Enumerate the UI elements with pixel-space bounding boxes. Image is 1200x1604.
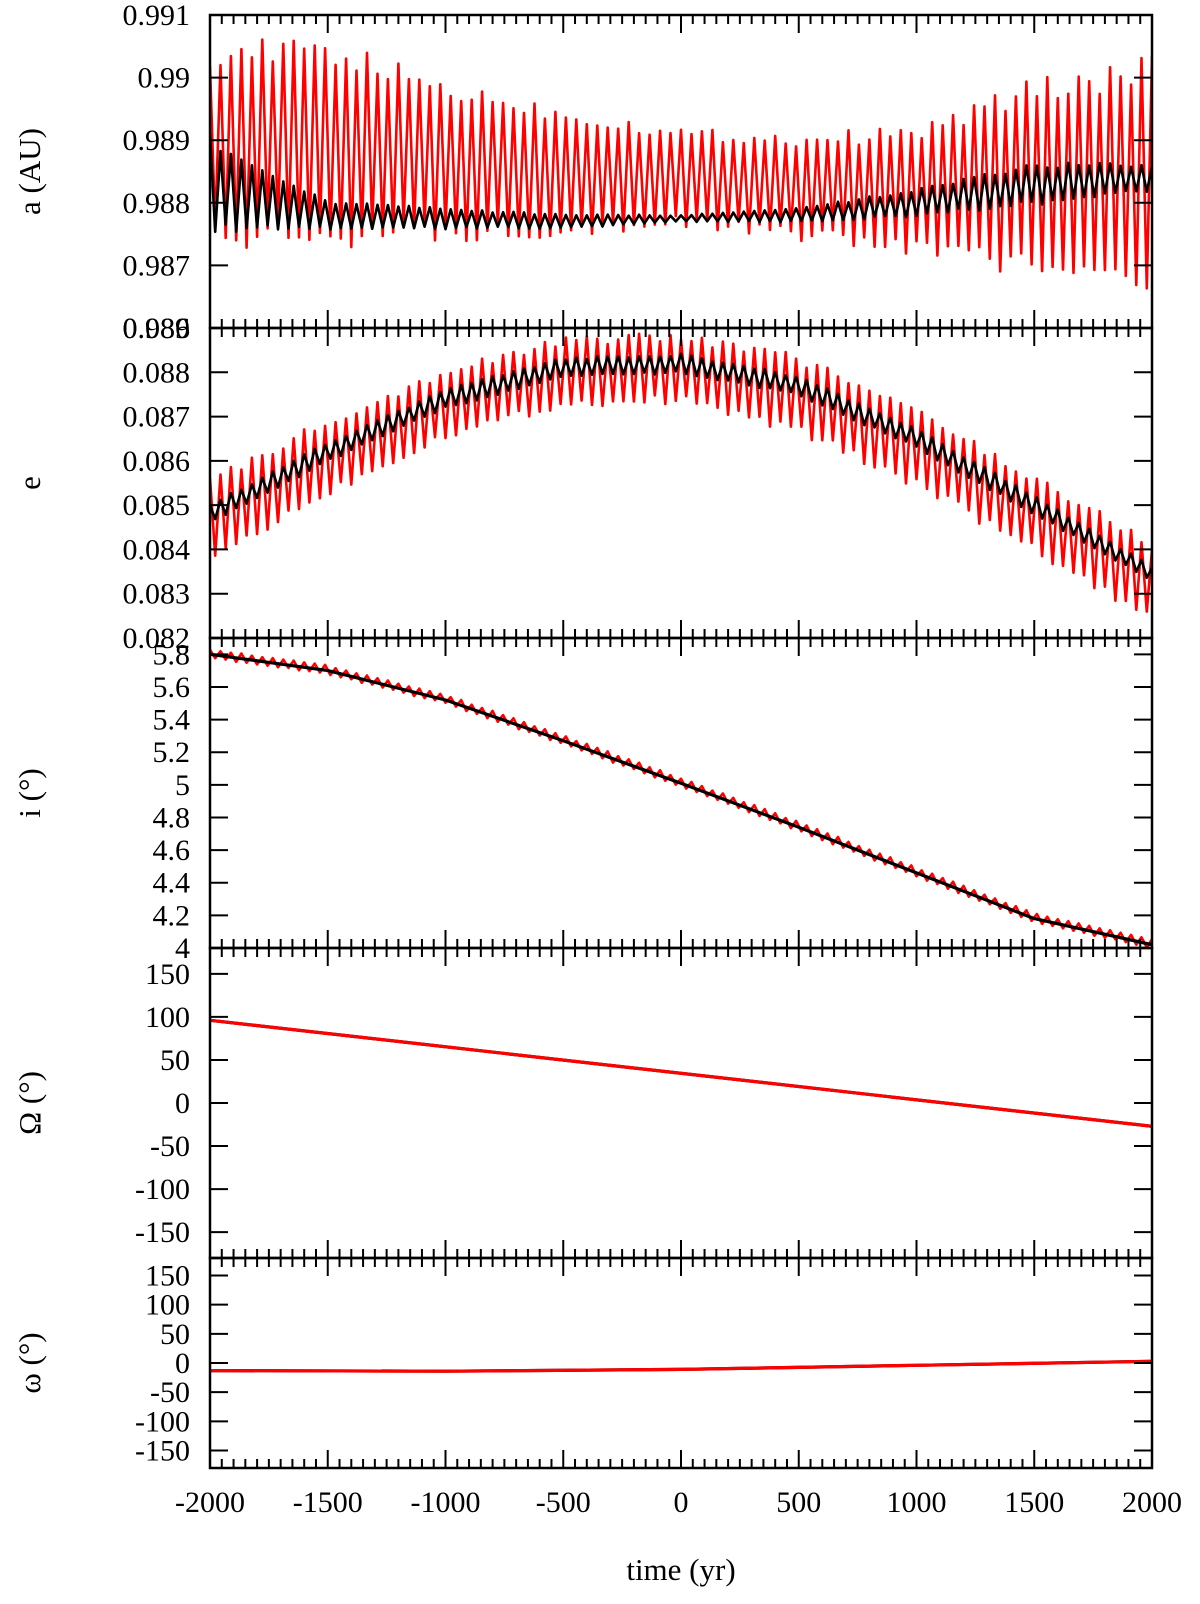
y-tick-label: -150: [135, 1435, 190, 1468]
y-tick-label: 0.987: [123, 249, 191, 282]
plot-area: [210, 1359, 1152, 1373]
y-tick-label: 0.086: [123, 445, 191, 478]
y-tick-label: 0.089: [123, 312, 191, 345]
y-axis-label: Ω (°): [12, 1071, 47, 1135]
series-red-line: [210, 38, 1152, 290]
y-tick-label: -100: [135, 1405, 190, 1438]
x-tick-label: -1000: [411, 1486, 481, 1519]
y-tick-label: 100: [145, 1289, 190, 1322]
y-tick-label: 4.2: [153, 899, 191, 932]
x-tick-label: 1500: [1004, 1486, 1064, 1519]
y-tick-label: 100: [145, 1001, 190, 1034]
y-axis-label: a (AU): [12, 128, 47, 215]
y-tick-label: 50: [160, 1044, 190, 1077]
y-tick-label: 4: [175, 932, 190, 965]
y-tick-label: 0.991: [123, 0, 191, 32]
series-red-line: [210, 1018, 1152, 1128]
x-tick-label: -2000: [175, 1486, 245, 1519]
y-tick-label: 4.4: [153, 867, 191, 900]
y-tick-label: 4.6: [153, 834, 191, 867]
x-axis-label: time (yr): [626, 1552, 735, 1587]
y-tick-label: 150: [145, 1260, 190, 1293]
y-axis-label: i (°): [12, 768, 47, 817]
x-tick-label: 1000: [887, 1486, 947, 1519]
y-tick-label: 5.8: [153, 638, 191, 671]
y-tick-label: -50: [150, 1130, 190, 1163]
y-tick-label: 4.8: [153, 801, 191, 834]
y-tick-label: -100: [135, 1173, 190, 1206]
series-red-line: [210, 1359, 1152, 1373]
y-tick-label: 0.085: [123, 489, 191, 522]
y-tick-label: 0.088: [123, 356, 191, 389]
x-tick-label: 2000: [1122, 1486, 1182, 1519]
y-tick-label: 0: [175, 1087, 190, 1120]
x-tick-label: -500: [536, 1486, 591, 1519]
plot-area: [210, 1018, 1152, 1128]
y-tick-label: -50: [150, 1376, 190, 1409]
series-black-line: [210, 134, 1152, 234]
y-axis-label: e: [12, 476, 47, 490]
y-tick-label: 5.4: [153, 704, 191, 737]
y-tick-label: 5.2: [153, 736, 191, 769]
plot-area: [210, 649, 1152, 948]
panel-frame: [208, 946, 1154, 1260]
x-tick-label: 0: [674, 1486, 689, 1519]
series-red-line: [210, 332, 1152, 613]
plot-area: [210, 332, 1152, 613]
y-tick-label: 0.082: [123, 622, 191, 655]
y-tick-label: -150: [135, 1216, 190, 1249]
y-tick-label: 5.6: [153, 671, 191, 704]
panel-2: 0.082 0.083 0.084 0.085 0.086 0.087 0.088 0.089…: [12, 312, 1154, 655]
y-tick-label: 0.083: [123, 578, 191, 611]
y-tick-label: 0.084: [123, 533, 191, 566]
x-tick-label: 500: [776, 1486, 821, 1519]
y-tick-label: 0.986: [123, 312, 191, 345]
panel-frame: [208, 636, 1154, 950]
y-tick-label: 0.087: [123, 401, 191, 434]
series-red-line: [210, 649, 1152, 948]
y-tick-label: 0: [175, 1347, 190, 1380]
plot-area: [210, 38, 1152, 290]
x-tick-label: -1500: [293, 1486, 363, 1519]
panel-3: 44.24.44.64.855.25.45.65.8 i (°): [12, 636, 1154, 965]
series-black-line: [210, 352, 1152, 580]
y-tick-label: 0.988: [123, 187, 191, 220]
y-tick-label: 50: [160, 1318, 190, 1351]
panel-4: -150 -100 -50 0 50 100 150 Ω (°): [12, 946, 1154, 1260]
y-tick-label: 150: [145, 958, 190, 991]
y-tick-label: 0.989: [123, 124, 191, 157]
series-black-line: [210, 652, 1152, 947]
y-tick-label: 5: [175, 769, 190, 802]
panel-frame: [208, 13, 1154, 330]
y-axis-label: ω (°): [12, 1332, 47, 1393]
panel-1: 0.986 0.987 0.988 0.989 0.99 0.991 a (AU): [12, 0, 1154, 345]
y-tick-label: 0.99: [138, 62, 191, 95]
